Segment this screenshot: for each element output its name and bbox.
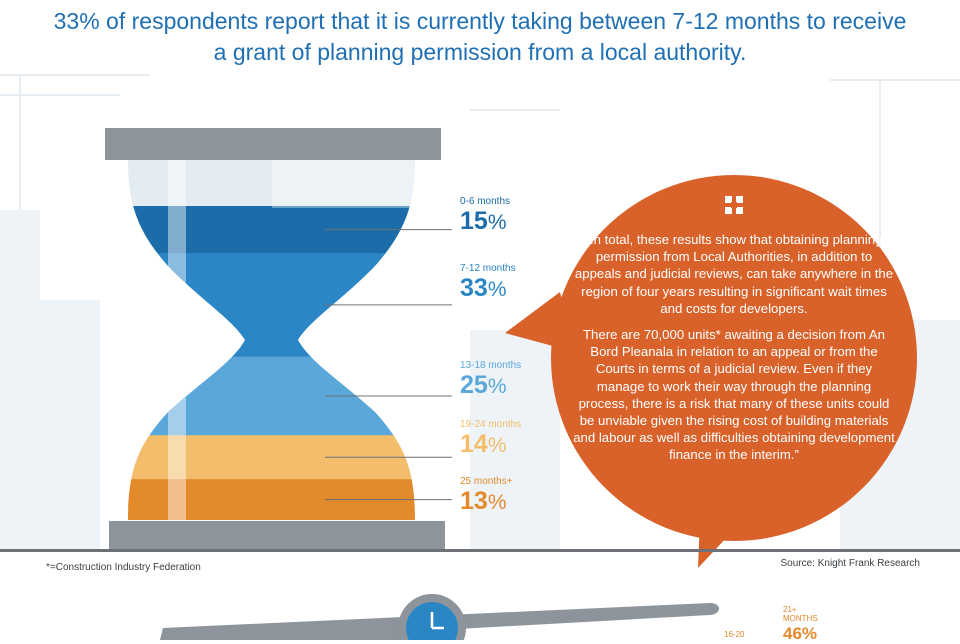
period-label: 19-24 months — [460, 419, 522, 430]
percent-value: 25% — [460, 371, 507, 399]
footnote: *=Construction Industry Federation — [46, 562, 201, 573]
period-label: 7-12 months — [460, 263, 516, 274]
logo-icon — [725, 196, 743, 214]
ground-line — [0, 549, 960, 552]
period-label: 25 months+ — [460, 476, 513, 487]
quote-text: “In total, these results show that obtai… — [572, 231, 896, 473]
source-note: Source: Knight Frank Research — [780, 558, 920, 569]
percent-value: 33% — [460, 274, 507, 302]
bottom-label-21-plus: 21+ MONTHS — [783, 605, 818, 623]
headline-line-2: a grant of planning permission from a lo… — [213, 39, 747, 65]
empty-glass-top — [128, 160, 415, 206]
label-13-18-months: 13-18 months 25% — [460, 360, 521, 400]
label-7-12-months: 7-12 months 33% — [460, 263, 516, 303]
percent-value: 15% — [460, 207, 507, 235]
period-label: 13-18 months — [460, 360, 522, 371]
headline: 33% of respondents report that it is cur… — [30, 6, 930, 68]
bottom-label-16-20: 16-20 — [724, 630, 745, 639]
hourglass-bottom-frame — [109, 521, 445, 549]
quote-paragraph-1: “In total, these results show that obtai… — [574, 232, 894, 316]
label-0-6-months: 0-6 months 15% — [460, 196, 510, 236]
label-25-months-plus: 25 months+ 13% — [460, 476, 513, 516]
bubble-circle — [551, 175, 917, 541]
quote-paragraph-2: There are 70,000 units* awaiting a decis… — [573, 327, 895, 463]
glass-shine — [272, 160, 415, 208]
hourglass-top-frame — [105, 128, 441, 160]
percent-value: 13% — [460, 487, 507, 515]
label-19-24-months: 19-24 months 14% — [460, 419, 521, 459]
headline-line-1: 33% of respondents report that it is cur… — [53, 8, 907, 34]
period-label: 0-6 months — [460, 196, 511, 207]
percent-value: 14% — [460, 430, 507, 458]
bottom-value-21-plus: 46% — [783, 624, 818, 643]
